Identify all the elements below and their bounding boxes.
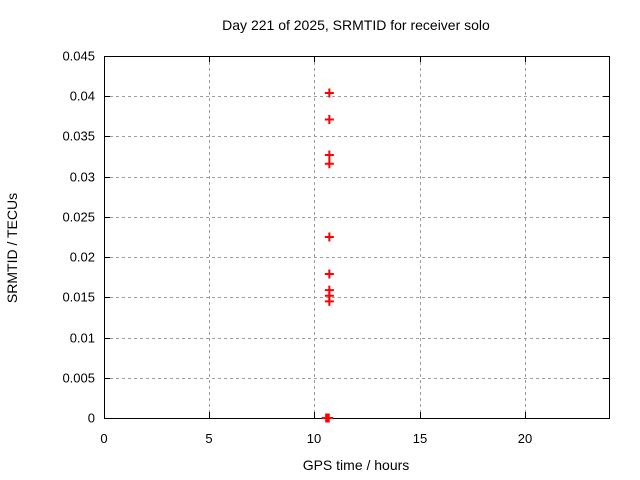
data-point-marker <box>324 296 334 306</box>
x-tick-label: 5 <box>205 431 212 446</box>
y-tick-label: 0.045 <box>62 49 95 64</box>
data-point-marker <box>324 269 334 279</box>
y-axis-label: SRMTID / TECUs <box>4 193 20 303</box>
x-axis-label: GPS time / hours <box>303 457 410 473</box>
x-tick-label: 15 <box>413 431 427 446</box>
chart-title: Day 221 of 2025, SRMTID for receiver sol… <box>222 17 490 33</box>
y-tick-label: 0.025 <box>62 210 95 225</box>
tick-labels: 0 5 10 15 20 0 0.005 0.01 0.015 0.02 0.025 0.03 0.03… <box>62 49 532 447</box>
y-tick-label: 0.03 <box>70 170 95 185</box>
y-tick-label: 0 <box>88 411 95 426</box>
x-tick-label: 0 <box>100 431 107 446</box>
data-point-marker <box>324 150 334 160</box>
data-point-marker <box>324 88 334 98</box>
y-tick-label: 0.015 <box>62 290 95 305</box>
y-tick-label: 0.035 <box>62 129 95 144</box>
data-points <box>321 88 334 423</box>
data-point-marker <box>324 115 334 125</box>
y-tick-label: 0.02 <box>70 250 95 265</box>
data-point-marker <box>324 159 334 169</box>
y-tick-label: 0.04 <box>70 89 95 104</box>
data-point-marker <box>324 232 334 242</box>
x-tick-label: 10 <box>307 431 321 446</box>
grid-lines <box>104 56 609 419</box>
y-tick-label: 0.01 <box>70 331 95 346</box>
plot-border <box>104 56 610 419</box>
y-tick-label: 0.005 <box>62 371 95 386</box>
plot-border-rect <box>104 56 610 419</box>
x-tick-label: 20 <box>518 431 532 446</box>
data-point-marker <box>324 413 334 423</box>
tick-marks <box>104 56 609 419</box>
